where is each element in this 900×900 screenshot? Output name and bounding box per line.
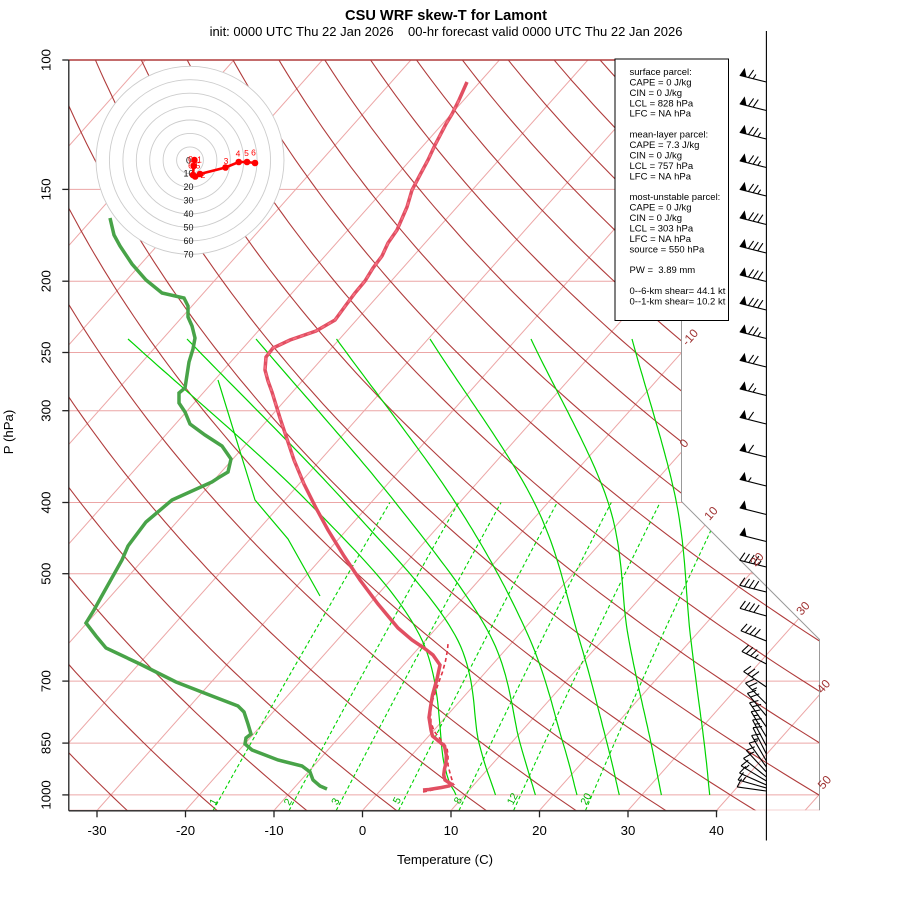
svg-text:250: 250 xyxy=(39,341,54,363)
svg-text:most-unstable parcel:: most-unstable parcel: xyxy=(630,192,721,203)
svg-text:0: 0 xyxy=(188,154,193,164)
svg-text:200: 200 xyxy=(39,270,54,292)
svg-text:400: 400 xyxy=(39,491,54,513)
svg-text:-30: -30 xyxy=(87,823,106,838)
svg-text:40: 40 xyxy=(814,676,834,696)
svg-text:10: 10 xyxy=(444,823,459,838)
svg-text:10: 10 xyxy=(701,503,721,523)
svg-text:3: 3 xyxy=(224,156,229,166)
svg-text:-10: -10 xyxy=(679,326,701,348)
svg-text:10: 10 xyxy=(183,169,193,179)
svg-text:2: 2 xyxy=(201,170,206,180)
svg-text:30: 30 xyxy=(621,823,636,838)
svg-text:mean-layer parcel:: mean-layer parcel: xyxy=(630,130,709,141)
svg-text:CSU WRF skew-T for Lamont: CSU WRF skew-T for Lamont xyxy=(345,8,547,24)
svg-text:0: 0 xyxy=(677,436,692,451)
svg-text:0--1-km shear= 10.2 kt: 0--1-km shear= 10.2 kt xyxy=(630,297,726,308)
svg-text:PW = 3.89 mm: PW = 3.89 mm xyxy=(630,265,696,276)
svg-text:1: 1 xyxy=(197,155,202,165)
svg-text:5: 5 xyxy=(244,148,249,158)
svg-text:-10: -10 xyxy=(264,823,283,838)
svg-text:LFC = NA hPa: LFC = NA hPa xyxy=(630,234,692,245)
svg-text:60: 60 xyxy=(183,236,193,246)
svg-text:1000: 1000 xyxy=(39,780,54,809)
svg-text:Temperature (C): Temperature (C) xyxy=(397,852,493,867)
svg-text:100: 100 xyxy=(39,49,54,71)
svg-text:20: 20 xyxy=(532,823,547,838)
svg-text:LFC = NA hPa: LFC = NA hPa xyxy=(630,171,692,182)
svg-text:init: 0000 UTC Thu 22 Jan 2026: init: 0000 UTC Thu 22 Jan 2026 00-hr for… xyxy=(210,24,683,39)
svg-text:LCL = 757 hPa: LCL = 757 hPa xyxy=(630,161,694,172)
svg-text:12: 12 xyxy=(505,791,521,807)
svg-text:50: 50 xyxy=(183,222,193,232)
svg-text:source = 550 hPa: source = 550 hPa xyxy=(630,244,705,255)
svg-text:0: 0 xyxy=(186,155,191,165)
svg-text:LCL = 303 hPa: LCL = 303 hPa xyxy=(630,224,694,235)
svg-text:6: 6 xyxy=(251,148,256,158)
svg-text:700: 700 xyxy=(39,670,54,692)
svg-text:CAPE = 7.3 J/kg: CAPE = 7.3 J/kg xyxy=(630,140,700,151)
svg-text:0--6-km shear= 44.1 kt: 0--6-km shear= 44.1 kt xyxy=(630,286,726,297)
svg-text:8: 8 xyxy=(452,795,465,806)
svg-text:500: 500 xyxy=(39,563,54,585)
svg-text:20: 20 xyxy=(183,182,193,192)
svg-text:150: 150 xyxy=(39,178,54,200)
svg-text:CIN = 0 J/kg: CIN = 0 J/kg xyxy=(630,213,683,224)
svg-text:6: 6 xyxy=(188,161,193,171)
svg-text:20: 20 xyxy=(578,791,594,807)
svg-text:CAPE = 0 J/kg: CAPE = 0 J/kg xyxy=(630,77,692,88)
svg-text:LCL = 828 hPa: LCL = 828 hPa xyxy=(630,98,694,109)
svg-text:1: 1 xyxy=(207,797,220,808)
svg-text:40: 40 xyxy=(709,823,724,838)
svg-text:CIN = 0 J/kg: CIN = 0 J/kg xyxy=(630,88,683,99)
svg-text:4: 4 xyxy=(236,149,241,159)
svg-text:LFC = NA hPa: LFC = NA hPa xyxy=(630,109,692,120)
svg-text:30: 30 xyxy=(183,196,193,206)
svg-text:5: 5 xyxy=(196,161,201,171)
svg-text:-20: -20 xyxy=(176,823,195,838)
svg-text:300: 300 xyxy=(39,400,54,422)
svg-text:P (hPa): P (hPa) xyxy=(1,410,16,454)
svg-text:5: 5 xyxy=(391,795,404,806)
svg-text:850: 850 xyxy=(39,732,54,754)
svg-text:surface parcel:: surface parcel: xyxy=(630,67,692,78)
svg-text:70: 70 xyxy=(183,249,193,259)
svg-text:40: 40 xyxy=(183,209,193,219)
svg-text:50: 50 xyxy=(815,772,835,792)
svg-text:0: 0 xyxy=(359,823,366,838)
svg-text:CAPE = 0 J/kg: CAPE = 0 J/kg xyxy=(630,203,692,214)
svg-text:CIN = 0 J/kg: CIN = 0 J/kg xyxy=(630,150,683,161)
svg-text:2: 2 xyxy=(282,797,295,808)
svg-text:30: 30 xyxy=(793,598,813,618)
svg-text:3: 3 xyxy=(329,796,342,807)
